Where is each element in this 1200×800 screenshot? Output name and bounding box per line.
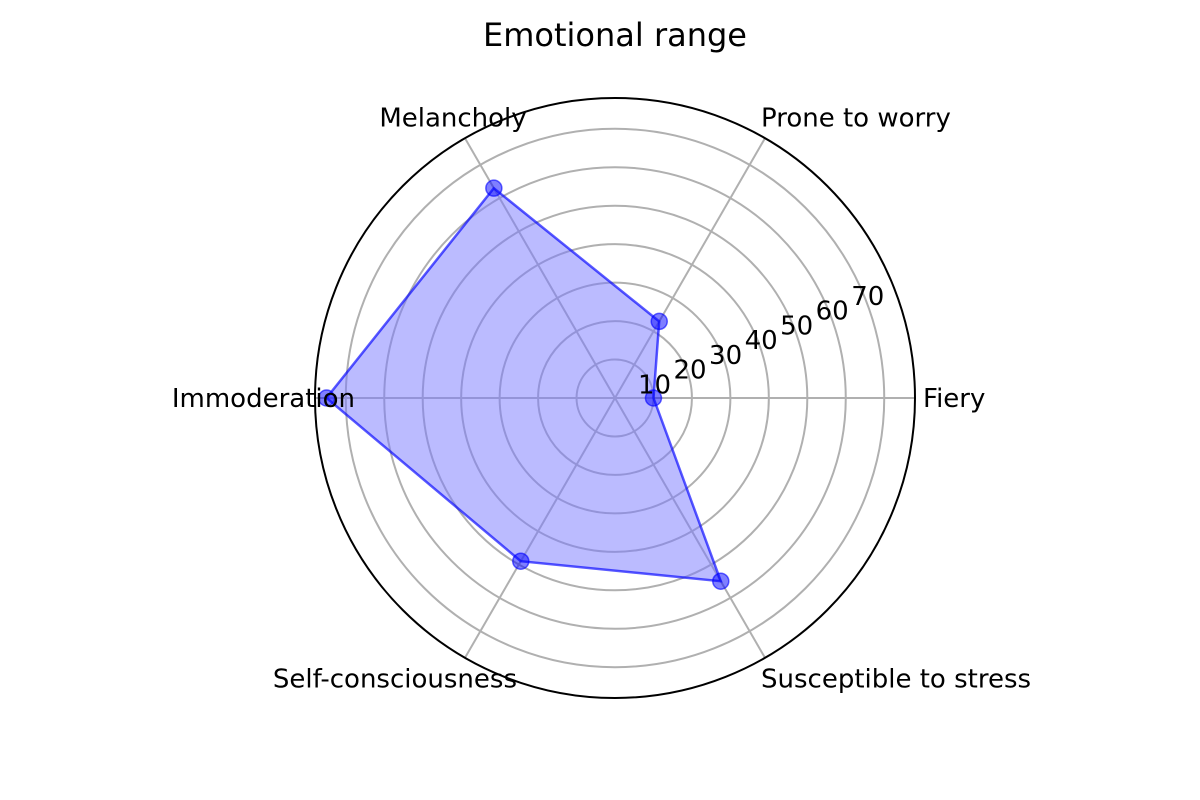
radial-tick-label: 50: [780, 311, 813, 341]
series-layer: [317, 179, 730, 590]
category-label: Susceptible to stress: [761, 665, 1031, 695]
data-point-0: [644, 389, 663, 407]
category-label: Fiery: [923, 384, 985, 414]
category-label: Prone to worry: [761, 103, 951, 133]
radial-tick-label: 10: [638, 370, 671, 400]
data-point-5: [712, 572, 730, 590]
series-fill: [326, 188, 721, 582]
category-label: Immoderation: [172, 384, 355, 414]
category-label: Melancholy: [379, 103, 526, 133]
data-point-2: [485, 179, 503, 197]
chart-title: Emotional range: [483, 16, 747, 54]
radial-tick-label: 40: [745, 326, 778, 356]
category-label: Self-consciousness: [273, 665, 517, 695]
data-point-4: [512, 552, 530, 570]
radial-tick-label: 30: [709, 341, 742, 371]
radial-tick-label: 60: [816, 297, 849, 327]
radial-tick-label: 70: [851, 282, 884, 312]
data-point-1: [650, 312, 668, 331]
radial-tick-label: 20: [674, 356, 707, 386]
polar-frame: [314, 97, 916, 699]
label-layer: 10 20 30 40 50 60 70 Fiery Prone to worry Melanch…: [172, 103, 1031, 694]
data-point-3: [317, 389, 336, 407]
